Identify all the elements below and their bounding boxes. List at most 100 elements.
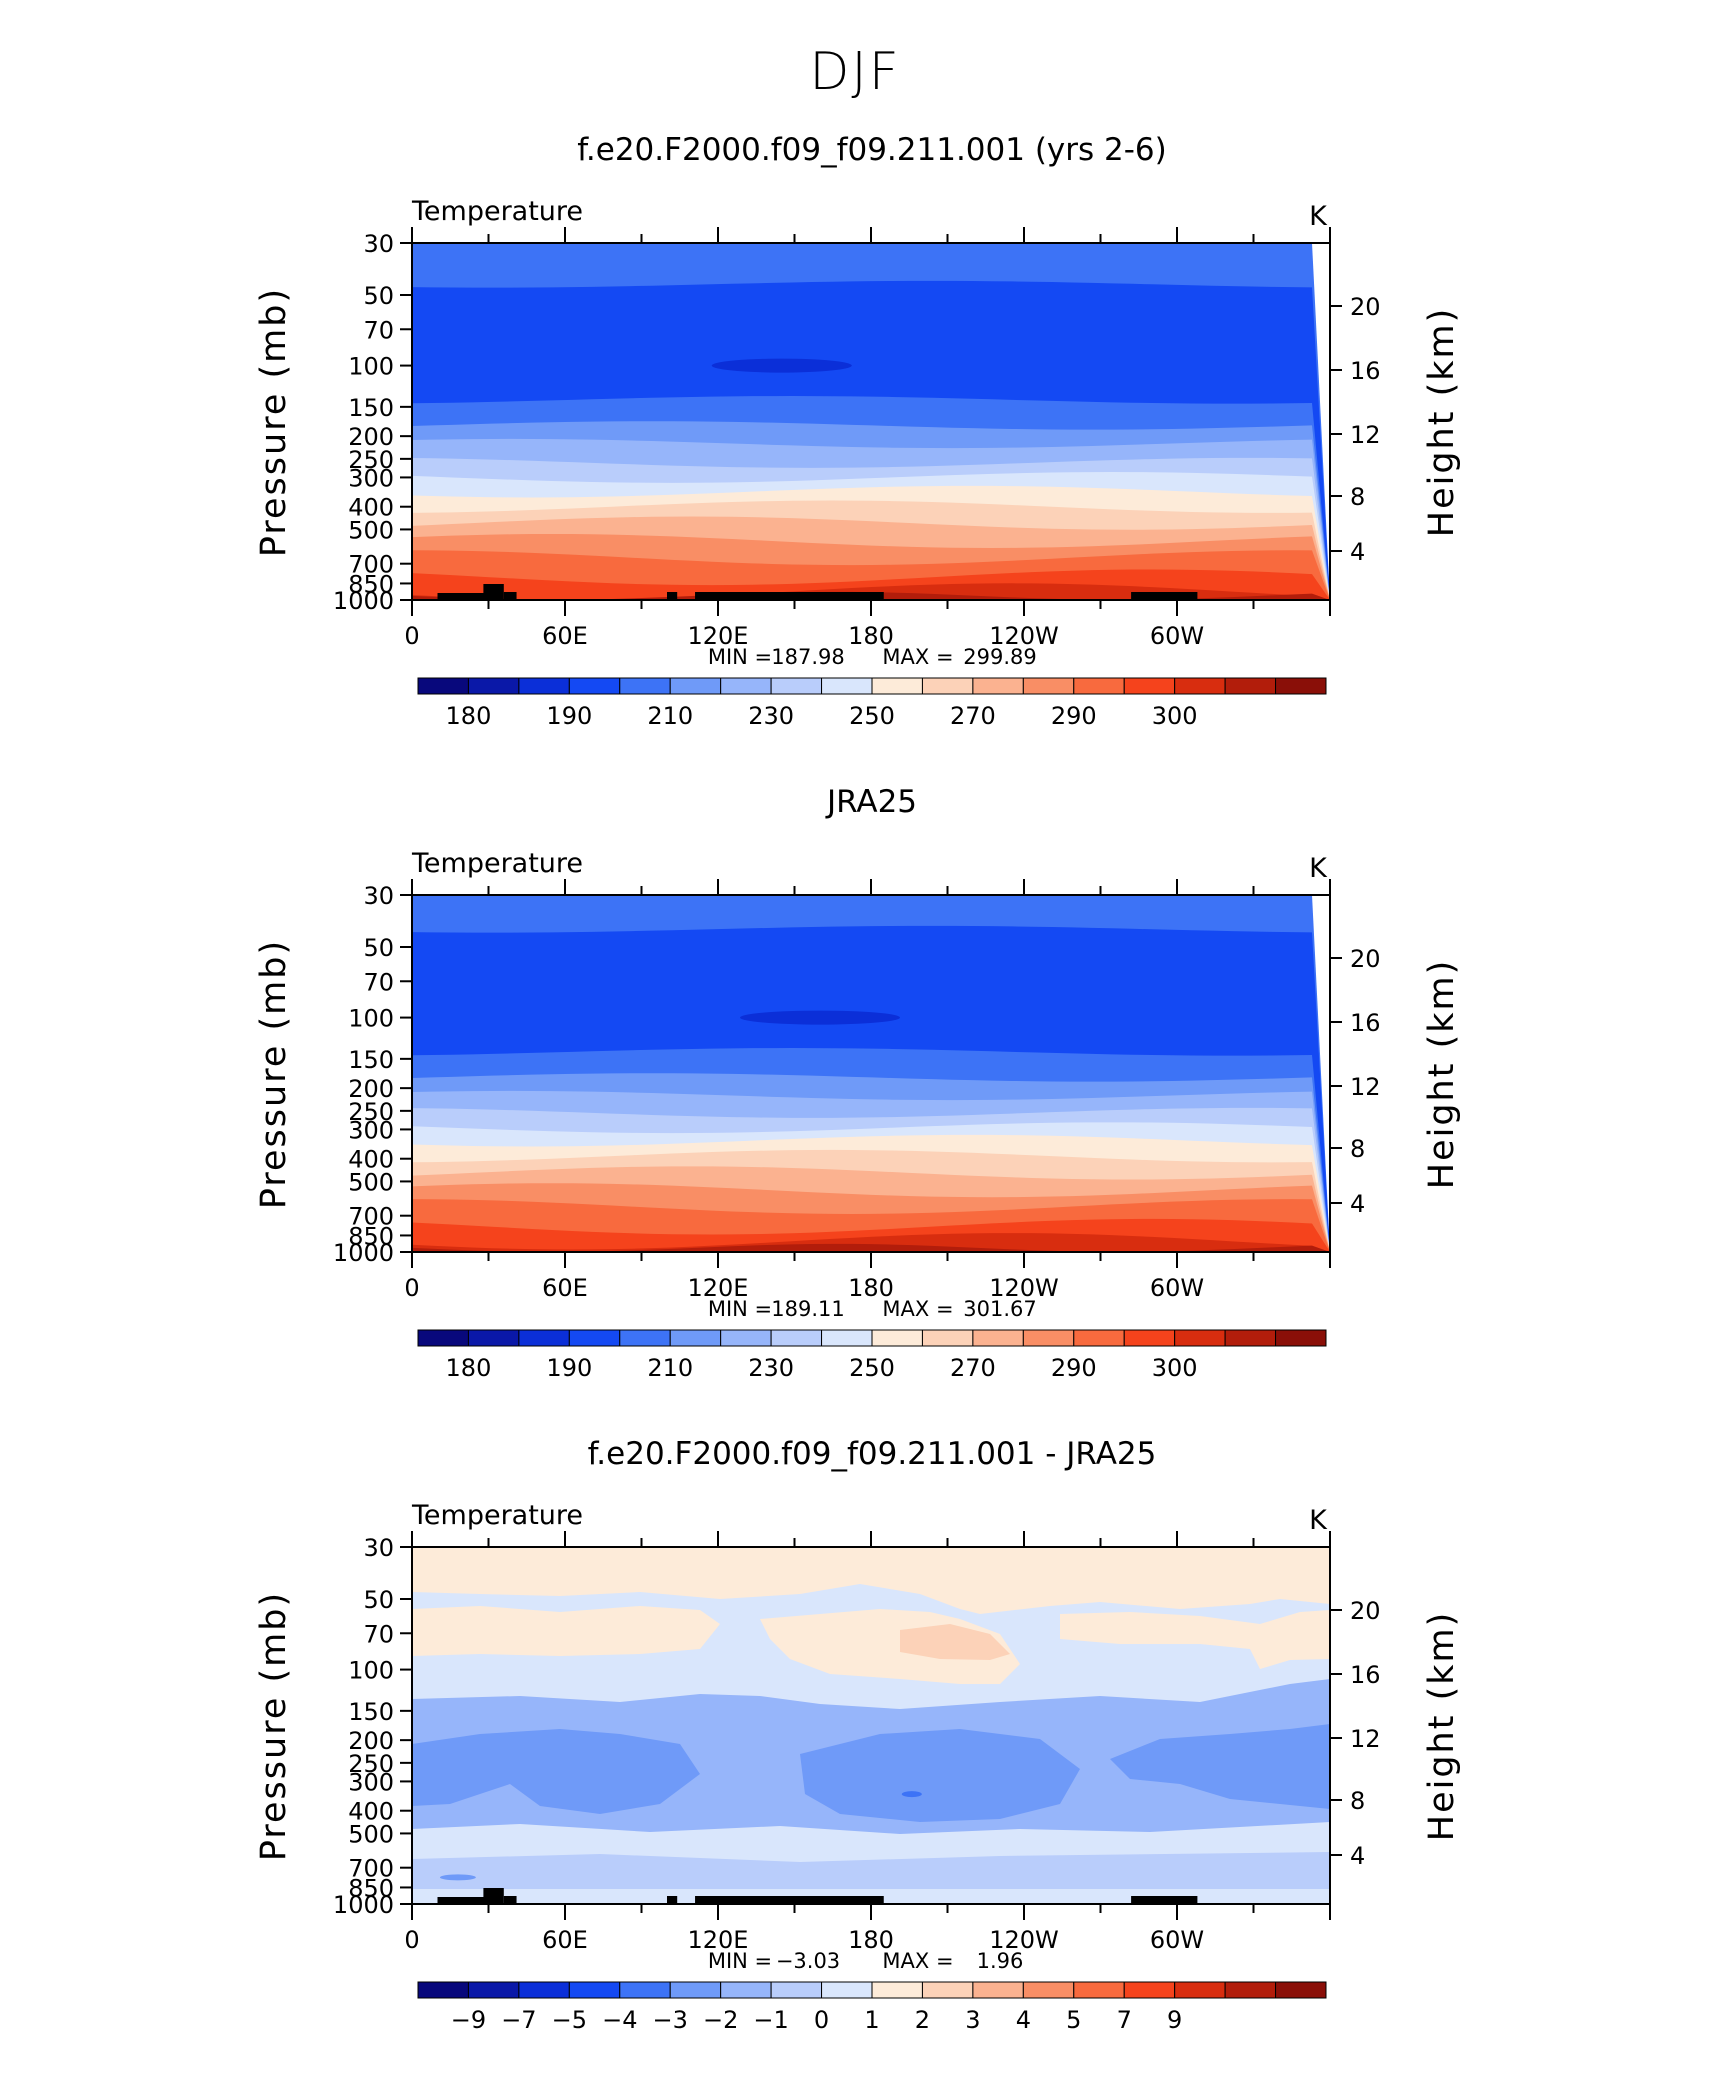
y-tick-label: 400	[348, 1146, 394, 1174]
colorbar-swatch	[871, 1329, 923, 1347]
colorbar-swatch	[417, 677, 469, 695]
colorbar-label: 300	[1152, 1354, 1198, 1382]
min-value: −3.03	[776, 1949, 840, 1973]
colorbar-swatch	[1275, 677, 1327, 695]
colorbar-swatch	[821, 1981, 873, 1999]
y-tick-label: 70	[363, 316, 394, 344]
x-tick-label: 180	[848, 1274, 894, 1302]
y-right-axis-title: Height (km)	[1422, 1611, 1462, 1842]
max-value: 299.89	[963, 645, 1036, 669]
y-right-tick-label: 20	[1350, 945, 1381, 973]
y-tick-label: 700	[348, 1855, 394, 1883]
y-right-tick-label: 16	[1350, 357, 1381, 385]
y-tick-label: 300	[348, 1768, 394, 1796]
colorbar-label: 250	[849, 702, 895, 730]
y-right-tick-label: 20	[1350, 293, 1381, 321]
x-tick-label: 120E	[688, 1274, 749, 1302]
y-axis-title: Pressure (mb)	[254, 287, 294, 557]
contour-minimum	[439, 1874, 476, 1881]
y-tick-label: 200	[348, 1727, 394, 1755]
colorbar-swatch	[568, 1329, 621, 1347]
variable-label: Temperature	[411, 1500, 583, 1531]
y-right-tick-label: 4	[1350, 1190, 1365, 1218]
min-label: MIN =	[708, 1949, 772, 1973]
colorbar-label: 180	[446, 702, 492, 730]
colorbar-label: −2	[703, 2006, 738, 2034]
colorbar-swatch	[1022, 1981, 1075, 1999]
y-tick-label: 1000	[333, 1239, 394, 1267]
colorbar-swatch	[568, 677, 621, 695]
colorbar-label: 0	[814, 2006, 829, 2034]
contour-field	[412, 1547, 1330, 1904]
colorbar-swatch	[1224, 1981, 1277, 1999]
y-tick-label: 250	[348, 446, 394, 474]
colorbar-swatch	[669, 677, 722, 695]
y-tick-label: 150	[348, 394, 394, 422]
colorbar-label: −4	[602, 2006, 637, 2034]
colorbar-swatch	[720, 1981, 772, 1999]
colorbar-swatch	[1123, 1329, 1176, 1347]
y-tick-label: 150	[348, 1046, 394, 1074]
x-tick-label: 0	[404, 622, 419, 650]
y-right-tick-label: 8	[1350, 1135, 1365, 1163]
colorbar-swatch	[467, 677, 520, 695]
contour-band	[412, 1822, 1330, 1859]
colorbar-swatch	[770, 1981, 823, 1999]
colorbar-swatch	[770, 1329, 823, 1347]
colorbar-swatch	[821, 677, 873, 695]
colorbar-label: 7	[1117, 2006, 1132, 2034]
colorbar-swatch	[921, 1329, 974, 1347]
contour-band	[412, 1547, 1330, 1614]
min-label: MIN =	[708, 645, 772, 669]
colorbar-swatch	[720, 1329, 772, 1347]
colorbar-label: −3	[653, 2006, 688, 2034]
topography-block	[437, 593, 489, 600]
contour-minimum	[740, 1010, 900, 1025]
colorbar-label: 190	[546, 1354, 592, 1382]
y-tick-label: 700	[348, 1203, 394, 1231]
y-tick-label: 850	[348, 570, 394, 598]
y-right-tick-label: 20	[1350, 1597, 1381, 1625]
y-tick-label: 100	[348, 1657, 394, 1685]
figure-title: DJF	[809, 42, 901, 102]
colorbar-swatch	[1174, 1329, 1226, 1347]
colorbar-swatch	[518, 1329, 570, 1347]
y-tick-label: 850	[348, 1222, 394, 1250]
max-label: MAX =	[882, 1297, 953, 1321]
topography-block	[1131, 1896, 1198, 1904]
units-label: K	[1309, 853, 1328, 884]
contour-band	[412, 1729, 700, 1814]
colorbar-swatch	[619, 1329, 671, 1347]
y-tick-label: 400	[348, 1798, 394, 1826]
y-tick-label: 850	[348, 1874, 394, 1902]
colorbar-swatch	[921, 1981, 974, 1999]
y-axis-title: Pressure (mb)	[254, 1591, 294, 1861]
chart-title: f.e20.F2000.f09_f09.211.001 (yrs 2-6)	[577, 132, 1167, 168]
y-right-axis-title: Height (km)	[1422, 307, 1462, 538]
topography-block	[695, 1896, 884, 1904]
max-label: MAX =	[882, 1949, 953, 1973]
colorbar-swatch	[720, 677, 772, 695]
colorbar-label: 230	[748, 1354, 794, 1382]
y-right-tick-label: 12	[1350, 421, 1381, 449]
y-tick-label: 700	[348, 551, 394, 579]
topography-block	[1131, 592, 1198, 600]
colorbar-swatch	[417, 1981, 469, 1999]
y-axis-title: Pressure (mb)	[254, 939, 294, 1209]
colorbar-label: 300	[1152, 702, 1198, 730]
colorbar-swatch	[669, 1329, 722, 1347]
colorbar-swatch	[1073, 1981, 1125, 1999]
units-label: K	[1309, 1505, 1328, 1536]
topography-block	[483, 1888, 504, 1904]
y-tick-label: 400	[348, 494, 394, 522]
x-tick-label: 120E	[688, 1926, 749, 1954]
colorbar-swatch	[1174, 1981, 1226, 1999]
contour-band	[412, 583, 1330, 600]
colorbar-swatch	[1073, 1329, 1125, 1347]
contour-band	[412, 1852, 1330, 1889]
colorbar-swatch	[467, 1329, 520, 1347]
x-tick-label: 120W	[989, 1274, 1059, 1302]
contour-minimum	[711, 358, 852, 373]
contour-band	[1110, 1724, 1330, 1809]
